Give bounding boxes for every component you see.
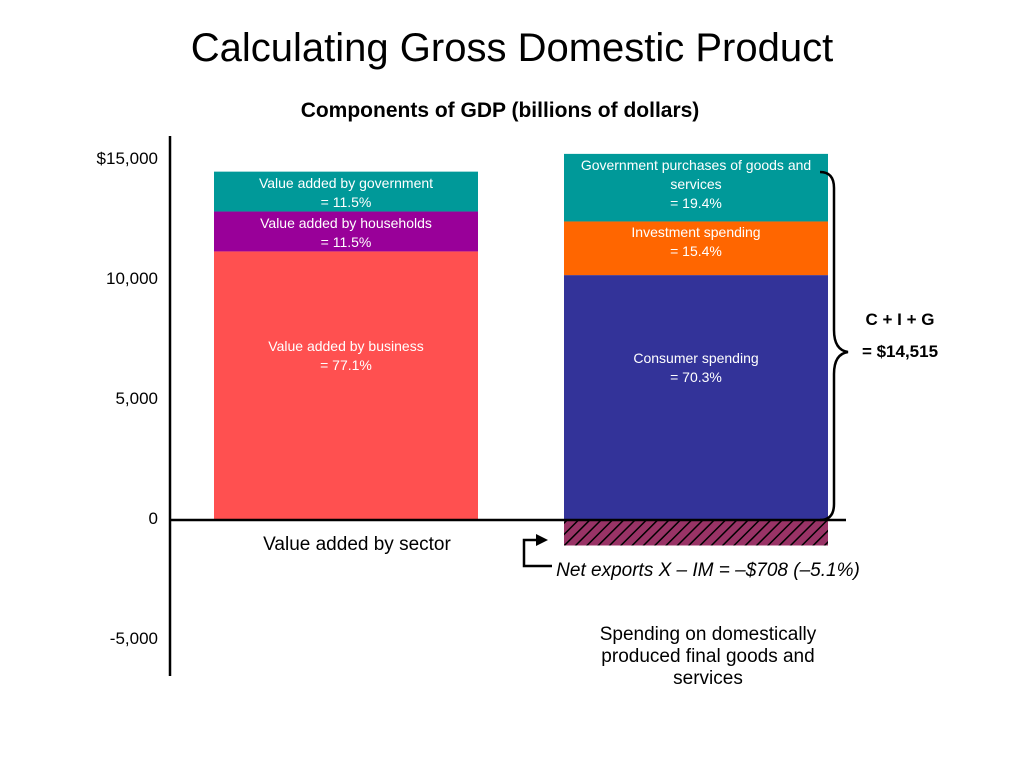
bar-1-net-exports <box>564 520 828 546</box>
category-label-sector: Value added by sector <box>263 534 451 555</box>
brace-label-cig: C + I + G <box>865 310 935 329</box>
slide-title: Calculating Gross Domestic Product <box>190 26 834 70</box>
category-label-spending: Spending on domestically produced final … <box>599 624 817 689</box>
bar-1-segment-0 <box>564 275 828 520</box>
segment-label-1-1: Investment spending = 15.4% <box>631 224 761 260</box>
segment-label-0-1: Value added by households = 11.5% <box>260 214 432 250</box>
segment-label-0-2: Value added by government = 11.5% <box>258 174 434 210</box>
bar-1-segment-1 <box>564 221 828 276</box>
net-exports-arrow-icon <box>522 538 552 568</box>
net-exports-arrowhead-icon <box>536 534 548 546</box>
y-tick-label-0: $15,000 <box>96 149 158 168</box>
bar-0-segment-2 <box>214 171 478 212</box>
bar-0-segment-1 <box>214 211 478 252</box>
brace-icon <box>819 170 849 522</box>
net-exports-label: Net exports X – IM = –$708 (–5.1%) <box>556 560 860 581</box>
y-tick-label-2: 5,000 <box>115 389 158 408</box>
brace-label-total: = $14,515 <box>861 342 939 361</box>
segment-label-1-2: Government purchases of goods and servic… <box>580 156 812 211</box>
bar-0-segment-0 <box>214 251 478 520</box>
y-tick-label-3: 0 <box>148 509 158 528</box>
bar-1-segment-2 <box>564 153 828 222</box>
segment-label-0-0: Value added by business = 77.1% <box>268 337 424 373</box>
chart-title: Components of GDP (billions of dollars) <box>300 99 700 122</box>
segment-label-1-0: Consumer spending = 70.3% <box>633 349 759 385</box>
y-tick-label-4: -5,000 <box>109 629 158 648</box>
y-tick-label-1: 10,000 <box>106 269 158 288</box>
